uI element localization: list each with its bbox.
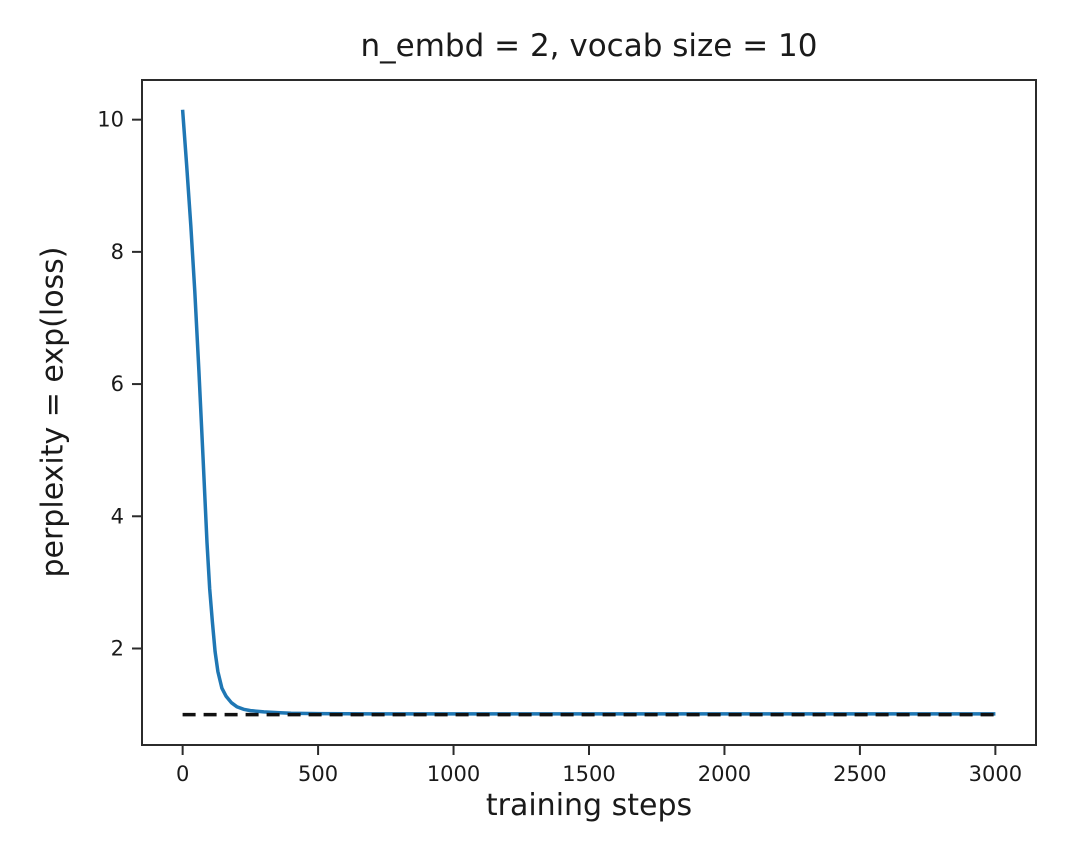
x-tick-label: 0 [176,762,189,786]
y-tick-label: 6 [111,372,124,396]
y-tick-label: 10 [97,108,124,132]
chart-title: n_embd = 2, vocab size = 10 [360,28,818,64]
y-tick-label: 4 [111,504,124,528]
x-tick-label: 1500 [562,762,615,786]
series-perplexity-curve [180,109,996,716]
x-tick-label: 2000 [698,762,751,786]
x-tick-label: 500 [298,762,338,786]
x-axis-label: training steps [485,788,693,823]
x-tick-label: 3000 [969,762,1022,786]
plot-frame [141,79,1037,746]
x-tick-label: 1000 [427,762,480,786]
x-tick-label: 2500 [833,762,886,786]
y-tick-label: 2 [111,636,124,660]
y-tick-label: 8 [111,240,124,264]
